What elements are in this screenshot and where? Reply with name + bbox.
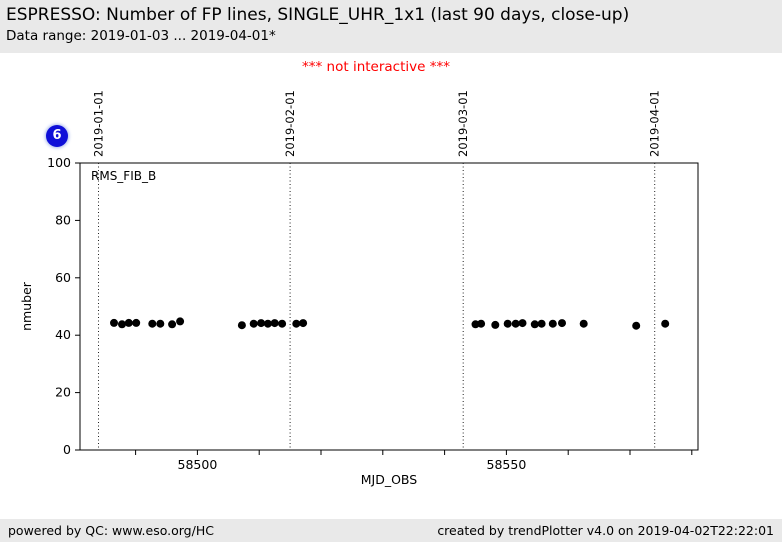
y-tick-label: 100 (47, 155, 71, 170)
data-point (548, 319, 557, 328)
data-point (477, 319, 486, 328)
data-point (110, 318, 118, 327)
header-bar: ESPRESSO: Number of FP lines, SINGLE_UHR… (0, 0, 782, 53)
date-line-label: 2019-03-01 (456, 90, 470, 157)
not-interactive-notice: *** not interactive *** (302, 59, 450, 75)
data-point (237, 321, 246, 330)
plot-area (79, 162, 699, 451)
footer-bar: powered by QC: www.eso.org/HC created by… (0, 519, 782, 542)
x-tick-label: 58550 (487, 457, 527, 472)
data-point (511, 319, 520, 328)
plot-number-badge[interactable]: 6 (46, 125, 68, 147)
y-tick-label: 80 (55, 212, 71, 227)
x-tick-label: 58500 (178, 457, 218, 472)
data-point (263, 319, 272, 328)
data-point (491, 320, 500, 329)
data-point (176, 317, 185, 326)
data-point (537, 319, 546, 328)
data-point (156, 319, 165, 328)
page-title: ESPRESSO: Number of FP lines, SINGLE_UHR… (6, 5, 630, 25)
data-point (249, 319, 258, 328)
data-range-subtitle: Data range: 2019-01-03 ... 2019-04-01* (6, 28, 276, 44)
y-tick-label: 40 (55, 327, 71, 342)
data-point (124, 318, 133, 327)
data-point (661, 319, 670, 328)
data-point (632, 321, 641, 330)
y-tick-label: 20 (55, 385, 71, 400)
footer-powered-by: powered by QC: www.eso.org/HC (8, 523, 214, 538)
data-point (148, 319, 157, 328)
data-point (503, 319, 512, 328)
data-point (132, 318, 141, 327)
date-line-label: 2019-04-01 (648, 90, 662, 157)
data-point (270, 319, 279, 328)
data-point (579, 319, 588, 328)
y-tick-label: 60 (55, 270, 71, 285)
data-point (292, 319, 301, 328)
data-point (118, 320, 126, 329)
date-line-label: 2019-01-01 (92, 90, 106, 157)
data-point (257, 319, 266, 328)
y-axis-title: nmuber (19, 281, 34, 331)
x-axis-title: MJD_OBS (361, 472, 418, 487)
data-point (518, 319, 527, 328)
footer-created-by: created by trendPlotter v4.0 on 2019-04-… (437, 523, 774, 538)
data-point (299, 319, 308, 328)
date-line-label: 2019-02-01 (283, 90, 297, 157)
y-tick-label: 0 (63, 442, 71, 457)
data-point (530, 320, 539, 329)
data-point (168, 320, 177, 329)
legend-label: RMS_FIB_B (91, 169, 156, 183)
data-point (558, 319, 566, 328)
data-point (278, 319, 287, 328)
